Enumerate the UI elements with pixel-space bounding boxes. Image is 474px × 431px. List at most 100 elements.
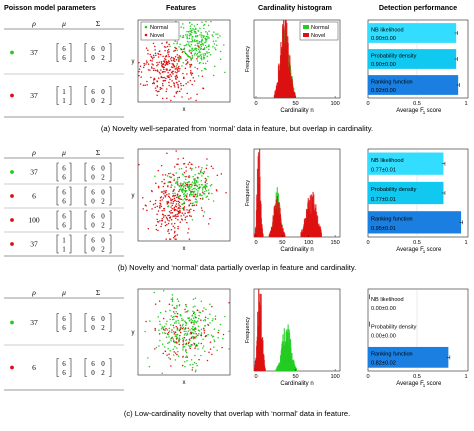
scatter-point	[204, 62, 207, 65]
scatter-point	[197, 48, 200, 50]
scatter-point	[155, 228, 158, 231]
scatter-point	[174, 68, 176, 70]
scatter-point	[188, 180, 190, 183]
scatter-point	[219, 50, 222, 53]
scatter-point	[192, 77, 194, 79]
scatter-point	[196, 364, 198, 367]
scatter-point	[181, 212, 184, 214]
scatter-point	[203, 55, 205, 57]
scatter-point	[193, 328, 195, 331]
matrix-bracket	[109, 162, 112, 182]
scatter-point	[160, 223, 163, 225]
scatter-point	[173, 166, 176, 168]
scatter-point	[181, 207, 184, 210]
scatter-point	[201, 75, 204, 78]
scatter-point	[216, 349, 218, 352]
scatter-point	[176, 163, 178, 166]
scatter-point	[162, 55, 164, 58]
scatter-point	[178, 189, 181, 191]
scatter-point	[193, 209, 195, 212]
scatter-point	[200, 342, 203, 345]
scatter-point	[195, 49, 198, 51]
scatter-point	[176, 234, 179, 236]
histogram-bar	[262, 234, 264, 237]
performance-x-label-tail: score	[427, 381, 442, 387]
scatter-point	[174, 71, 177, 73]
scatter-point	[165, 54, 168, 57]
scatter-point	[146, 83, 148, 86]
scatter-point	[215, 189, 218, 191]
scatter-point	[189, 30, 191, 32]
scatter-point	[190, 70, 192, 72]
performance-tick-label: 0.5	[413, 101, 421, 107]
scatter-point	[163, 209, 165, 212]
histogram-bar	[275, 368, 277, 371]
scatter-point	[184, 311, 187, 313]
series-dot	[10, 242, 14, 246]
scatter-point	[155, 182, 157, 185]
scatter-point	[159, 88, 162, 91]
scatter-point	[149, 200, 152, 203]
scatter-point	[197, 172, 200, 175]
scatter-point	[173, 222, 176, 225]
scatter-point	[170, 324, 172, 326]
scatter-point	[161, 199, 163, 201]
scatter-point	[152, 69, 155, 72]
scatter-point	[184, 212, 186, 215]
scatter-point	[167, 214, 169, 217]
scatter-point	[206, 182, 208, 185]
scatter-point	[194, 193, 197, 195]
sigma-value: 2	[101, 222, 105, 230]
performance-score: 0.82±0.02	[371, 361, 396, 367]
scatter-point	[168, 81, 170, 84]
mu-value: 6	[62, 213, 66, 221]
scatter-point	[193, 178, 195, 181]
sigma-value: 2	[101, 54, 105, 62]
scatter-point	[191, 72, 194, 75]
scatter-point	[167, 53, 170, 56]
scatter-point	[206, 55, 208, 58]
scatter-point	[159, 196, 162, 199]
scatter-point	[150, 76, 152, 79]
scatter-point	[154, 87, 157, 89]
scatter-point	[193, 40, 195, 43]
performance-score: 0.00±0.00	[371, 306, 396, 312]
scatter-point	[176, 347, 178, 349]
matrix-bracket	[56, 86, 59, 105]
mu-value: 1	[62, 88, 66, 96]
scatter-point	[156, 80, 159, 83]
scatter-point	[214, 48, 217, 51]
scatter-point	[192, 363, 194, 366]
performance-label: Ranking function	[371, 352, 413, 358]
scatter-point	[142, 84, 145, 86]
scatter-point	[162, 197, 165, 199]
scatter-point	[171, 300, 174, 303]
scatter-point	[190, 191, 192, 194]
histogram-bar	[295, 368, 297, 371]
scatter-point	[202, 319, 205, 322]
scatter-point	[209, 54, 212, 56]
scatter-point	[179, 221, 182, 223]
scatter-point	[205, 68, 207, 71]
scatter-point	[183, 44, 186, 47]
scatter-point	[200, 319, 202, 321]
scatter-point	[170, 75, 173, 77]
performance-bar	[368, 75, 459, 95]
scatter-point	[212, 74, 215, 77]
scatter-point	[209, 348, 212, 350]
scatter-point	[194, 52, 196, 55]
scatter-point	[200, 328, 203, 331]
scatter-point	[195, 328, 197, 330]
scatter-point	[173, 82, 175, 85]
rho-value: 6	[32, 363, 36, 372]
scatter-point	[200, 34, 203, 36]
scatter-point	[177, 212, 180, 215]
scatter-point	[189, 347, 191, 350]
scatter-point	[173, 208, 175, 210]
scatter-point	[182, 323, 184, 326]
scatter-point	[177, 176, 179, 179]
scatter-point	[170, 206, 172, 208]
scatter-point	[194, 297, 197, 299]
scatter-point	[173, 209, 176, 212]
